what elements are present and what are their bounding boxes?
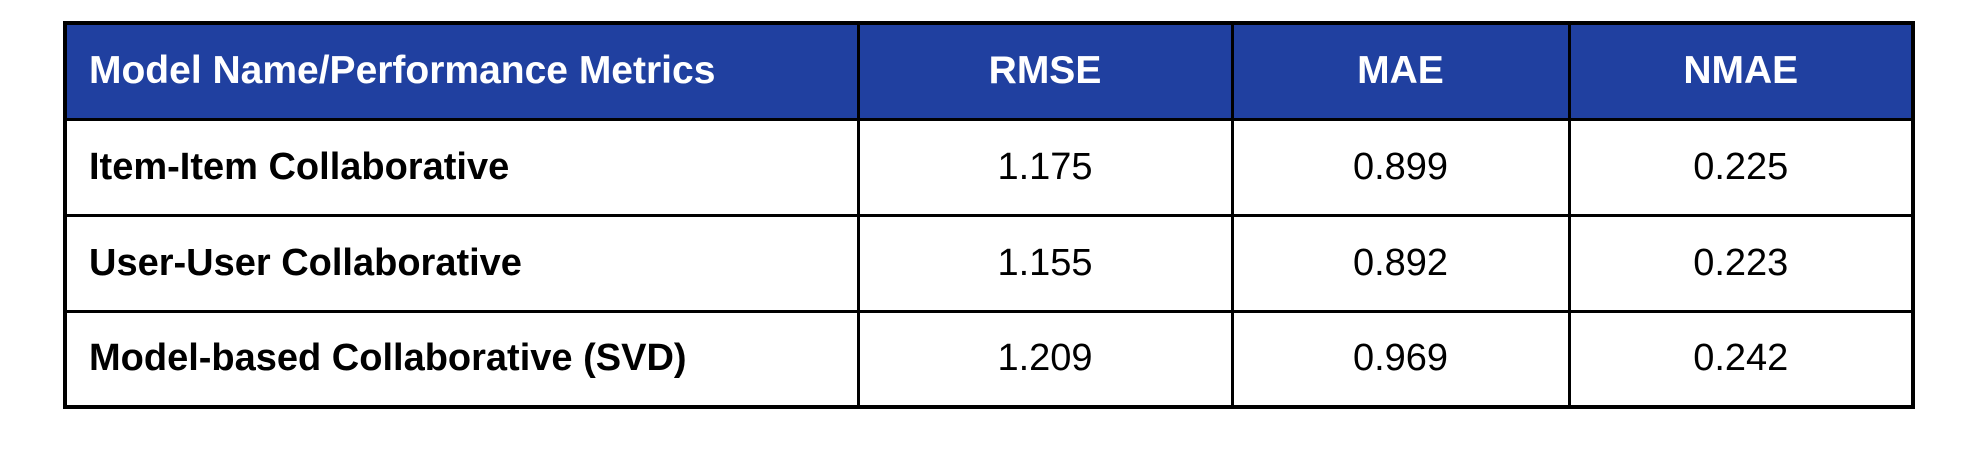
column-header-model: Model Name/Performance Metrics — [63, 21, 860, 121]
rmse-cell: 1.209 — [856, 309, 1234, 409]
nmae-cell: 0.242 — [1567, 309, 1915, 409]
table-row: User-User Collaborative 1.155 0.892 0.22… — [63, 213, 1915, 313]
nmae-cell: 0.225 — [1567, 117, 1915, 217]
mae-cell: 0.892 — [1230, 213, 1571, 313]
mae-cell: 0.899 — [1230, 117, 1571, 217]
nmae-cell: 0.223 — [1567, 213, 1915, 313]
column-header-rmse: RMSE — [856, 21, 1234, 121]
header-row: Model Name/Performance Metrics RMSE MAE … — [63, 21, 1915, 121]
table-row: Model-based Collaborative (SVD) 1.209 0.… — [63, 309, 1915, 409]
mae-cell: 0.969 — [1230, 309, 1571, 409]
rmse-cell: 1.155 — [856, 213, 1234, 313]
column-header-mae: MAE — [1230, 21, 1571, 121]
model-name-cell: Item-Item Collaborative — [63, 117, 860, 217]
model-name-cell: User-User Collaborative — [63, 213, 860, 313]
table-row: Item-Item Collaborative 1.175 0.899 0.22… — [63, 117, 1915, 217]
model-name-cell: Model-based Collaborative (SVD) — [63, 309, 860, 409]
rmse-cell: 1.175 — [856, 117, 1234, 217]
column-header-nmae: NMAE — [1567, 21, 1915, 121]
metrics-table: Model Name/Performance Metrics RMSE MAE … — [63, 21, 1915, 409]
